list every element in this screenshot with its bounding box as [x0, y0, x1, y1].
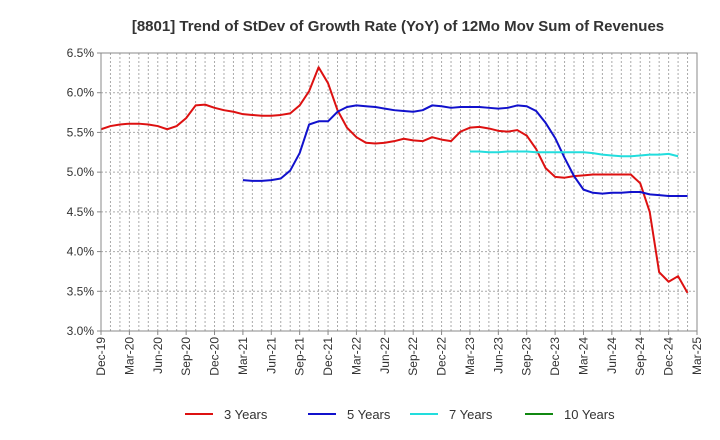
- x-tick-label: Dec-22: [435, 337, 449, 376]
- x-tick-label: Sep-20: [179, 337, 193, 376]
- y-tick-label: 4.0%: [67, 245, 95, 259]
- x-tick-label: Dec-20: [208, 337, 222, 376]
- legend-label: 7 Years: [449, 407, 493, 422]
- y-tick-label: 5.0%: [67, 165, 95, 179]
- x-tick-label: Sep-21: [293, 337, 307, 376]
- x-tick-label: Jun-22: [378, 337, 392, 374]
- x-tick-label: Dec-19: [94, 337, 108, 376]
- x-tick-label: Sep-24: [633, 337, 647, 376]
- series-line-7-years: [469, 150, 679, 158]
- y-tick-label: 3.0%: [67, 324, 95, 338]
- x-tick-label: Dec-24: [662, 337, 676, 376]
- x-tick-label: Dec-21: [321, 337, 335, 376]
- legend-label: 10 Years: [564, 407, 615, 422]
- x-tick-label: Dec-23: [548, 337, 562, 376]
- legend-label: 3 Years: [224, 407, 268, 422]
- y-tick-label: 5.5%: [67, 125, 95, 139]
- grid: [101, 52, 697, 332]
- x-tick-label: Mar-22: [349, 337, 363, 375]
- y-tick-label: 6.5%: [67, 46, 95, 60]
- x-axis: Dec-19 Mar-20 Jun-20 Sep-20 Dec-20 Mar-21 Jun-…: [94, 331, 704, 376]
- y-tick-label: 4.5%: [67, 205, 95, 219]
- x-tick-label: Mar-23: [463, 337, 477, 375]
- x-tick-label: Sep-22: [406, 337, 420, 376]
- y-tick-label: 6.0%: [67, 86, 95, 100]
- series-line-3-years: [100, 66, 689, 294]
- legend: 3 Years 5 Years 7 Years 10 Years: [185, 407, 615, 422]
- chart-title: [8801] Trend of StDev of Growth Rate (Yo…: [132, 18, 664, 35]
- legend-label: 5 Years: [347, 407, 391, 422]
- x-tick-label: Mar-24: [576, 337, 590, 375]
- x-tick-label: Mar-21: [236, 337, 250, 375]
- x-tick-label: Mar-20: [122, 337, 136, 375]
- x-tick-label: Jun-21: [264, 337, 278, 374]
- x-tick-label: Jun-20: [151, 337, 165, 374]
- x-tick-label: Sep-23: [520, 337, 534, 376]
- x-tick-label: Jun-23: [491, 337, 505, 374]
- y-tick-label: 3.5%: [67, 284, 95, 298]
- plot-border: [100, 52, 698, 332]
- series-line-5-years: [242, 104, 688, 197]
- y-axis: 3.0% 3.5% 4.0% 4.5% 5.0% 5.5% 6.0% 6.5%: [67, 46, 101, 338]
- x-tick-label: Mar-25: [690, 337, 704, 375]
- x-tick-label: Jun-24: [605, 337, 619, 374]
- series-lines: [100, 66, 689, 294]
